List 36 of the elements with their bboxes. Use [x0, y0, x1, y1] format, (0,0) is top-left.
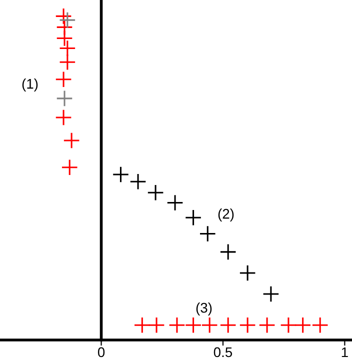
- point: [55, 8, 72, 25]
- point: [166, 194, 184, 212]
- point: [184, 316, 202, 334]
- x-tick-label: 0.5: [214, 347, 232, 358]
- point: [294, 316, 312, 334]
- point: [59, 54, 76, 71]
- point: [59, 12, 76, 28]
- point: [262, 286, 280, 302]
- point: [239, 316, 256, 334]
- annotation: (2): [218, 208, 234, 222]
- x-tick-label: 0: [98, 347, 105, 358]
- point: [258, 316, 276, 334]
- point: [220, 316, 236, 334]
- point: [63, 132, 80, 149]
- point: [199, 225, 216, 242]
- point: [184, 209, 202, 226]
- point: [55, 70, 72, 88]
- point: [239, 264, 256, 282]
- point: [56, 90, 73, 107]
- point: [130, 173, 146, 190]
- point: [134, 316, 151, 334]
- annotation: (3): [196, 302, 212, 316]
- annotation: (1): [22, 78, 38, 92]
- point: [220, 244, 236, 260]
- point: [112, 166, 130, 183]
- point: [168, 316, 186, 334]
- point: [280, 316, 297, 334]
- point: [59, 40, 76, 57]
- point: [61, 159, 78, 176]
- point: [56, 30, 73, 47]
- point: [201, 316, 218, 334]
- point: [148, 316, 165, 334]
- x-tick-label: 1: [342, 347, 348, 358]
- point: [312, 316, 329, 334]
- point: [147, 184, 164, 202]
- point: [55, 109, 72, 126]
